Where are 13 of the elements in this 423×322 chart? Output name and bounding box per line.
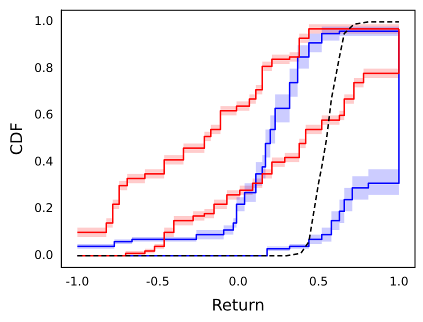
y-tick-label: 1.0 [34, 14, 54, 28]
y-tick-label: 0.0 [34, 248, 54, 262]
y-axis-title: CDF [6, 122, 26, 156]
x-tick-label: 0.0 [228, 274, 248, 289]
x-tick-label: 1.0 [389, 274, 408, 289]
x-tick-label: -1.0 [66, 274, 90, 289]
y-tick-label: 0.2 [34, 201, 54, 216]
x-tick-label: 0.5 [308, 274, 328, 289]
y-tick-label: 0.8 [34, 60, 54, 75]
y-tick-label: 0.4 [34, 154, 54, 168]
x-axis-title: Return [212, 296, 265, 315]
x-tick-label: -0.5 [146, 274, 170, 289]
y-tick-label: 0.6 [34, 108, 54, 122]
